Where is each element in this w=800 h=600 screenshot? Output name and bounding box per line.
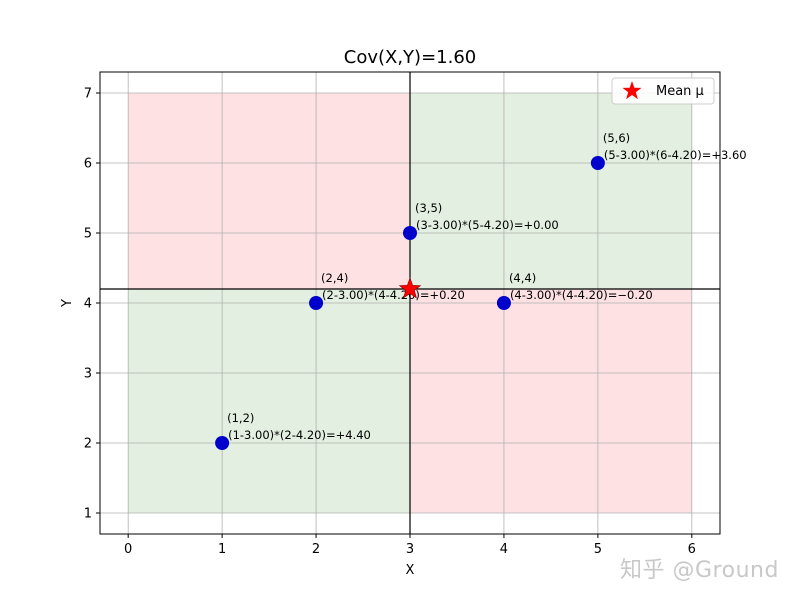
point-label: (4,4) (509, 271, 536, 285)
point-formula: (5-3.00)*(6-4.20)=+3.60 (604, 148, 747, 162)
y-tick-label: 3 (84, 367, 92, 382)
point-formula: (2-3.00)*(4-4.20)=+0.20 (322, 288, 465, 302)
legend-box (611, 77, 715, 105)
point-label: (1,2) (227, 411, 254, 425)
x-tick-label: 6 (688, 542, 696, 557)
y-axis-label: Y (60, 299, 75, 308)
quadrant-top-right (410, 93, 692, 289)
y-tick-label: 7 (84, 87, 92, 102)
point-formula: (3-3.00)*(5-4.20)=+0.00 (416, 218, 559, 232)
y-tick-label: 1 (84, 507, 92, 522)
y-tick-label: 4 (84, 297, 92, 312)
point-label: (5,6) (603, 131, 630, 145)
x-axis-label: X (406, 563, 415, 578)
x-tick-label: 2 (312, 542, 320, 557)
data-point (590, 156, 605, 170)
mean-star-marker (398, 277, 422, 299)
x-tick-label: 5 (594, 542, 602, 557)
watermark: 知乎 @Ground (620, 558, 779, 583)
legend-star-icon (622, 81, 642, 100)
quadrant-bottom-left (128, 289, 410, 513)
y-tick-label: 2 (84, 437, 92, 452)
y-tick-label: 5 (84, 227, 92, 242)
quadrant-bottom-right (410, 289, 692, 513)
point-label: (2,4) (321, 271, 348, 285)
data-point (215, 436, 230, 450)
x-tick-label: 0 (124, 542, 132, 557)
data-point (496, 296, 511, 310)
legend-label: Mean μ (656, 84, 704, 99)
legend: Mean μ (611, 77, 715, 105)
data-point (403, 226, 417, 240)
point-label: (3,5) (415, 201, 442, 215)
y-tick-label: 6 (84, 157, 92, 172)
x-tick-label: 4 (500, 542, 508, 557)
chart-title: Cov(X,Y)=1.60 (344, 47, 477, 68)
point-formula: (4-3.00)*(4-4.20)=−0.20 (510, 288, 653, 302)
x-tick-label: 3 (406, 542, 414, 557)
x-tick-label: 1 (218, 542, 226, 557)
point-formula: (1-3.00)*(2-4.20)=+4.40 (228, 428, 371, 442)
quadrant-top-left (128, 93, 410, 289)
data-point (309, 296, 324, 310)
